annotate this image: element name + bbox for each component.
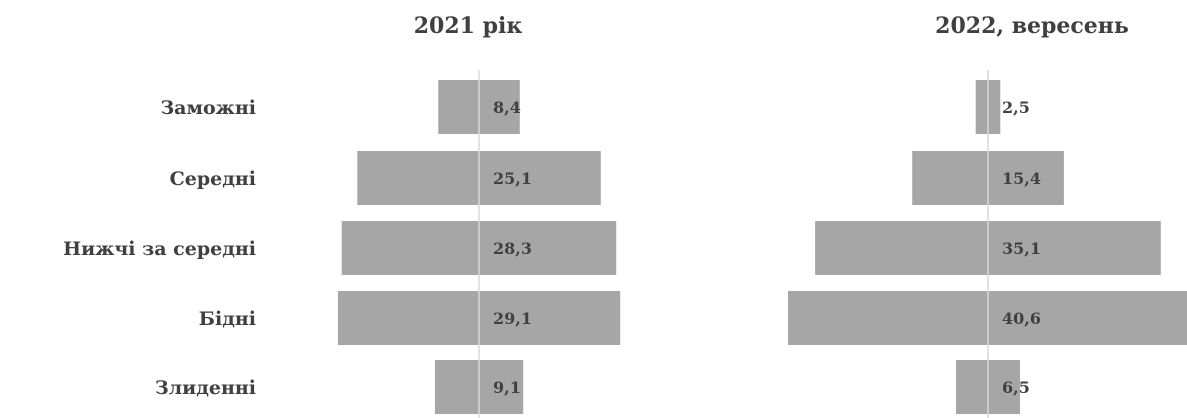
data-label: 35,1: [1002, 239, 1041, 258]
chart-panel-1: 2021 рік 8,4 25,1 28,3 29,1 9,1: [337, 13, 621, 418]
category-label: Бідні: [199, 308, 256, 330]
data-label: 40,6: [1002, 309, 1041, 328]
category-label: Середні: [170, 168, 256, 190]
data-label: 8,4: [493, 98, 521, 117]
data-label: 29,1: [493, 309, 532, 328]
data-label: 15,4: [1002, 169, 1041, 188]
chart-title: 2021 рік: [414, 13, 523, 39]
data-label: 25,1: [493, 169, 532, 188]
data-label: 2,5: [1002, 98, 1030, 117]
category-labels: Заможні Середні Нижчі за середні Бідні Злиде…: [63, 97, 256, 399]
category-label: Злиденні: [155, 377, 256, 399]
data-label: 6,5: [1002, 378, 1030, 397]
category-label: Заможні: [160, 97, 256, 119]
data-label: 9,1: [493, 378, 521, 397]
category-label: Нижчі за середні: [63, 238, 256, 260]
chart-title: 2022, вересень: [935, 13, 1129, 39]
chart-panel-2: 2022, вересень 2,5 15,4 35,1 40,6 6,5: [788, 13, 1187, 418]
data-label: 28,3: [493, 239, 532, 258]
